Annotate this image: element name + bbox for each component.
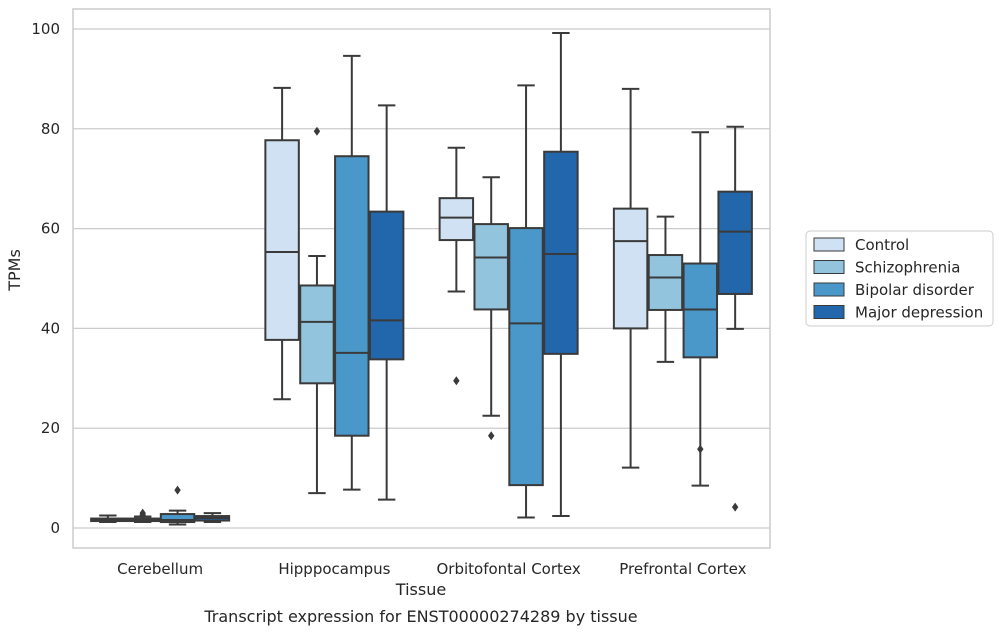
plot-frame <box>72 8 771 549</box>
iqr-box <box>543 150 579 355</box>
legend-swatch-control <box>813 237 845 252</box>
box-prefrontal-cortex-bipolar-disorder <box>682 131 719 487</box>
legend-swatch-bipolar-disorder <box>813 282 845 297</box>
outlier-point <box>731 502 739 512</box>
outlier-point <box>488 431 495 441</box>
box-hipppocampus-major-depression <box>368 104 405 501</box>
box-orbitofontal-cortex-bipolar-disorder <box>508 84 544 519</box>
box-hipppocampus-bipolar-disorder <box>334 54 370 491</box>
box-hipppocampus-schizophrenia <box>299 126 335 495</box>
legend-label-schizophrenia: Schizophrenia <box>855 259 960 277</box>
y-tick-labels: 0 20 40 60 80 100 <box>31 20 60 537</box>
box-prefrontal-cortex-control <box>612 87 649 469</box>
box-prefrontal-cortex-major-depression <box>717 125 753 512</box>
legend-frame <box>805 230 994 327</box>
plot-area <box>90 31 753 526</box>
y-tick-label-100: 100 <box>31 20 60 38</box>
box-orbitofontal-cortex-schizophrenia <box>473 176 509 441</box>
x-tick-label-prefrontal-cortex: Prefrontal Cortex <box>619 560 746 578</box>
y-axis-label: TPMs <box>5 249 24 292</box>
outlier-point <box>697 444 704 454</box>
iqr-box <box>299 284 335 385</box>
gridlines <box>73 28 770 529</box>
y-tick-label-80: 80 <box>41 120 60 138</box>
box-cerebellum-major-depression <box>194 512 231 524</box>
legend-swatch-major-depression <box>813 305 845 319</box>
legend-label-bipolar-disorder: Bipolar disorder <box>855 281 975 299</box>
iqr-box <box>438 197 475 242</box>
box-cerebellum-bipolar-disorder <box>159 485 196 526</box>
chart-caption: Transcript expression for ENST0000027428… <box>203 607 637 626</box>
iqr-box <box>159 513 196 524</box>
iqr-box <box>508 227 544 487</box>
y-tick-label-20: 20 <box>41 419 60 437</box>
x-tick-label-orbitofontal-cortex: Orbitofontal Cortex <box>437 560 581 578</box>
iqr-box <box>473 223 509 311</box>
y-tick-label-60: 60 <box>41 220 60 238</box>
box-prefrontal-cortex-schizophrenia <box>647 215 684 363</box>
y-tick-label-40: 40 <box>41 319 60 337</box>
legend-label-major-depression: Major depression <box>855 304 983 322</box>
x-tick-label-cerebellum: Cerebellum <box>117 560 203 578</box>
iqr-box <box>264 139 300 341</box>
x-axis-label: Tissue <box>395 580 446 599</box>
iqr-box <box>717 190 753 295</box>
legend: Control Schizophrenia Bipolar disorder Majo… <box>805 230 994 327</box>
outlier-point <box>174 485 181 495</box>
box-cerebellum-schizophrenia <box>124 508 161 524</box>
iqr-box <box>368 210 405 361</box>
x-tick-label-hipppocampus: Hipppocampus <box>278 560 390 578</box>
outlier-point <box>139 508 146 518</box>
box-hipppocampus-control <box>264 86 300 401</box>
box-cerebellum-control <box>90 514 126 524</box>
legend-swatch-schizophrenia <box>813 260 845 274</box>
box-orbitofontal-cortex-major-depression <box>543 31 579 518</box>
y-tick-label-0: 0 <box>50 519 60 537</box>
x-tick-labels: Cerebellum Hipppocampus Orbitofontal Corte… <box>117 560 746 578</box>
box-orbitofontal-cortex-control <box>438 146 475 386</box>
iqr-box <box>612 207 649 330</box>
outlier-point <box>453 376 460 386</box>
outlier-point <box>313 126 321 136</box>
iqr-box <box>334 155 370 437</box>
iqr-box <box>647 254 684 311</box>
legend-label-control: Control <box>855 236 909 254</box>
